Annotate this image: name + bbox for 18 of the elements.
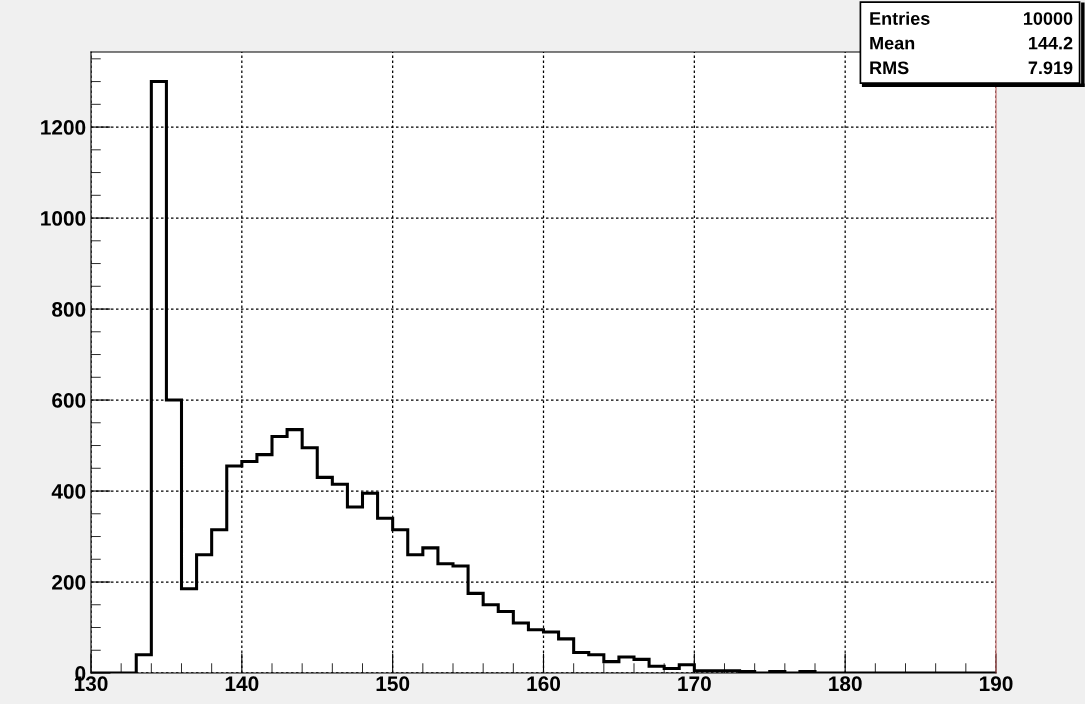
text: 144.2 bbox=[1029, 36, 1073, 50]
y-tick-label: 1200 bbox=[41, 120, 86, 135]
x-tick-label: 170 bbox=[678, 676, 711, 692]
x-tick-label: 190 bbox=[979, 676, 1013, 692]
text: 10000 bbox=[1024, 12, 1073, 25]
x-tick-label: 150 bbox=[376, 676, 410, 692]
text: Entries bbox=[870, 11, 930, 25]
y-tick-label: 800 bbox=[52, 302, 86, 317]
y-tick-label: 400 bbox=[51, 484, 86, 499]
text: Mean bbox=[870, 36, 915, 50]
text: 7.919 bbox=[1028, 61, 1073, 75]
y-tick-label: 1000 bbox=[41, 211, 86, 226]
y-tick-label: 600 bbox=[52, 393, 86, 408]
annotation: RMS bbox=[870, 61, 909, 75]
x-tick-label: 180 bbox=[829, 676, 862, 692]
x-tick-label: 160 bbox=[527, 676, 561, 692]
y-tick-label: 200 bbox=[52, 575, 86, 590]
x-tick-label: 140 bbox=[225, 676, 259, 692]
